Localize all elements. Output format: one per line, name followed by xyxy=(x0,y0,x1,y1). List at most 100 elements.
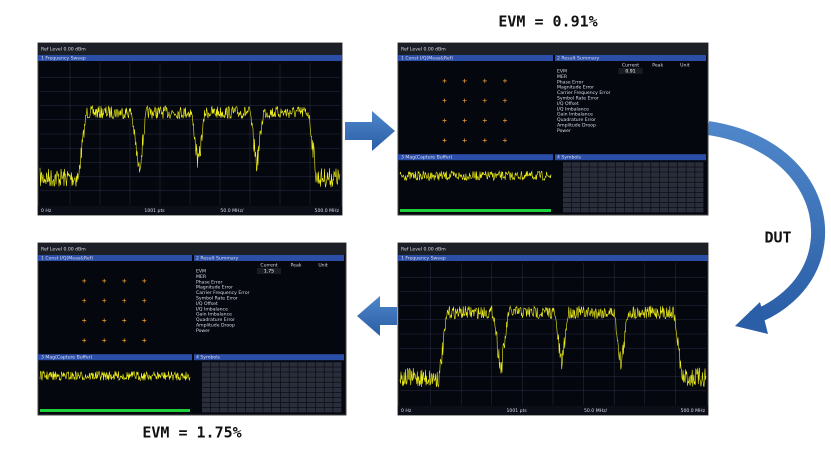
symbol-cell xyxy=(333,382,342,387)
symbol-cell xyxy=(263,402,272,408)
constellation-point xyxy=(462,78,467,83)
symbol-cell xyxy=(324,362,333,367)
window-bar xyxy=(38,354,192,361)
window-bar xyxy=(398,55,553,61)
symbol-cell xyxy=(315,397,324,403)
symbol-cell xyxy=(677,172,686,177)
symbol-cell xyxy=(615,187,625,193)
symbol-cell xyxy=(642,177,651,182)
column-header: Unit xyxy=(680,63,690,69)
constellation-point xyxy=(462,98,467,103)
ref-level: Ref Level 0.00 dBm xyxy=(401,247,446,253)
row-label: I/Q Imbalance xyxy=(557,106,589,112)
symbol-cell xyxy=(563,197,572,203)
symbol-cell xyxy=(624,162,633,167)
symbol-cell xyxy=(272,407,281,413)
capture-bar xyxy=(40,409,190,412)
symbol-cell xyxy=(668,202,677,208)
column-header: Peak xyxy=(652,63,663,69)
symbol-cell xyxy=(624,177,633,182)
window-title: 1 Const I/Q(Meas&Ref) xyxy=(41,256,93,262)
symbol-cell xyxy=(607,177,616,182)
constellation-point xyxy=(142,338,147,343)
symbol-cell xyxy=(651,167,660,172)
symbol-cell xyxy=(633,187,642,193)
symbol-cell xyxy=(651,177,660,182)
symbol-cell xyxy=(598,167,607,172)
symbol-cell xyxy=(695,202,704,208)
symbol-cell xyxy=(228,407,237,413)
symbol-cell xyxy=(280,387,289,393)
window-title: 2 Result Summary xyxy=(557,56,600,62)
symbol-cell xyxy=(686,187,695,193)
symbol-cell xyxy=(228,367,237,372)
symbol-cell xyxy=(333,392,342,398)
constellation-point xyxy=(102,278,107,283)
symbol-cell xyxy=(237,377,246,382)
symbol-cell xyxy=(633,192,642,198)
window-title: 3 Mag(Capture Buffer) xyxy=(41,355,93,361)
symbol-cell xyxy=(324,372,333,377)
arrow-curve-head xyxy=(735,302,768,334)
symbol-cell xyxy=(571,197,581,203)
row-label: Magnitude Error xyxy=(196,285,233,291)
symbol-cell xyxy=(272,362,281,367)
symbol-cell xyxy=(677,192,686,198)
symbol-cell xyxy=(324,367,333,372)
symbol-cell xyxy=(219,402,228,408)
constellation-point xyxy=(122,278,127,283)
symbol-cell xyxy=(219,367,228,372)
symbol-cell xyxy=(563,187,572,193)
symbol-cell xyxy=(615,207,625,213)
symbol-cell xyxy=(642,162,651,167)
symbol-cell xyxy=(210,377,219,382)
constellation-point xyxy=(502,138,507,143)
symbol-cell xyxy=(272,367,281,372)
constellation-point xyxy=(122,338,127,343)
symbol-cell xyxy=(633,162,642,167)
stop-freq: 500.0 MHz xyxy=(681,408,706,414)
symbol-cell xyxy=(254,392,263,398)
window-bar xyxy=(38,55,342,61)
symbol-cell xyxy=(315,367,324,372)
symbol-cell xyxy=(659,167,669,172)
symbol-cell xyxy=(245,367,254,372)
symbol-cell xyxy=(307,382,316,387)
row-label: EVM xyxy=(557,69,567,75)
row-label: MER xyxy=(196,274,207,280)
symbol-cell xyxy=(695,192,704,198)
symbol-cell xyxy=(289,387,298,393)
panels: Ref Level 0.00 dBm 1 Frequency Sweep 0 Hz 1… xyxy=(37,42,709,416)
symbol-cell xyxy=(633,167,642,172)
symbol-cell xyxy=(289,362,298,367)
symbol-cell xyxy=(563,202,572,208)
symbol-cell xyxy=(210,362,219,367)
symbol-cell xyxy=(298,392,307,398)
symbol-cell xyxy=(315,387,324,393)
symbol-cell xyxy=(686,177,695,182)
symbol-cell xyxy=(307,367,316,372)
symbol-cell xyxy=(580,177,589,182)
symbol-cell xyxy=(615,177,625,182)
symbol-cell xyxy=(642,197,651,203)
symbol-cell xyxy=(254,377,263,382)
symbol-cell xyxy=(563,162,572,167)
symbol-cell xyxy=(589,187,598,193)
symbol-cell xyxy=(237,372,246,377)
symbol-cell xyxy=(263,397,272,403)
symbol-cell xyxy=(324,377,333,382)
symbol-cell xyxy=(642,207,651,213)
symbol-cell xyxy=(289,382,298,387)
symbol-cell xyxy=(607,167,616,172)
symbol-cell xyxy=(615,197,625,203)
symbol-cell xyxy=(237,387,246,393)
symbol-cell xyxy=(315,372,324,377)
trace xyxy=(39,104,341,188)
constellation-point xyxy=(442,118,447,123)
symbol-cell xyxy=(289,367,298,372)
symbol-cell xyxy=(228,372,237,377)
row-label: I/Q Offset xyxy=(557,101,579,107)
window-bar xyxy=(398,154,553,161)
symbol-cell xyxy=(633,177,642,182)
symbol-cell xyxy=(580,172,589,177)
